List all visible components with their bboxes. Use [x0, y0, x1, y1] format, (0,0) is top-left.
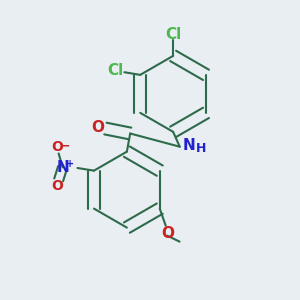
Text: N: N: [183, 138, 195, 153]
Text: Cl: Cl: [107, 63, 124, 78]
Text: +: +: [66, 159, 74, 169]
Text: −: −: [60, 140, 70, 153]
Text: O: O: [92, 120, 105, 135]
Text: Cl: Cl: [165, 27, 181, 42]
Text: N: N: [56, 160, 69, 175]
Text: O: O: [51, 179, 63, 194]
Text: O: O: [51, 140, 63, 154]
Text: O: O: [161, 226, 174, 241]
Text: H: H: [196, 142, 206, 154]
